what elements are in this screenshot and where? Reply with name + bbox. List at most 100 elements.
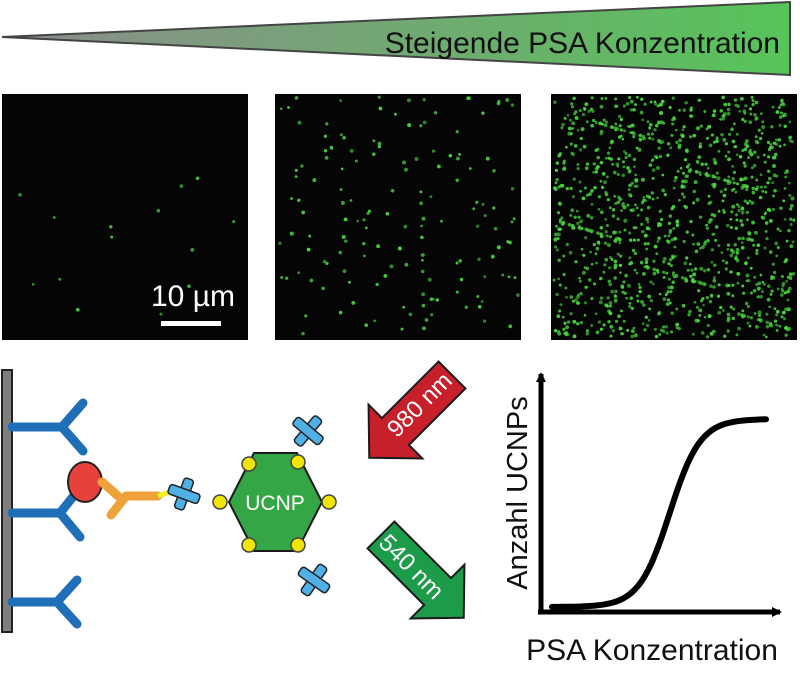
luminescent-particle-dot (483, 319, 487, 323)
luminescent-particle-dot (658, 154, 663, 159)
luminescent-particle-dot (573, 215, 577, 219)
micrograph-low-dots (18, 176, 236, 316)
luminescent-particle-dot (685, 230, 689, 234)
luminescent-particle-dot (744, 139, 749, 144)
luminescent-particle-dot (722, 193, 727, 198)
luminescent-particle-dot (633, 165, 636, 169)
luminescent-particle-dot (309, 278, 314, 283)
luminescent-particle-dot (698, 145, 703, 149)
luminescent-particle-dot (598, 300, 603, 305)
luminescent-particle-dot (703, 269, 707, 273)
luminescent-particle-dot (783, 307, 788, 312)
luminescent-particle-dot (667, 221, 672, 225)
luminescent-particle-dot (576, 163, 580, 166)
luminescent-particle-dot (611, 329, 616, 333)
luminescent-particle-dot (648, 307, 652, 311)
luminescent-particle-dot (618, 241, 622, 245)
luminescent-particle-dot (297, 120, 302, 125)
luminescent-particle-dot (579, 292, 583, 296)
luminescent-particle-dot (715, 139, 719, 143)
luminescent-particle-dot (571, 152, 575, 157)
luminescent-particle-dot (329, 145, 334, 150)
luminescent-particle-dot (743, 111, 747, 115)
luminescent-particle-dot (436, 164, 441, 169)
luminescent-particle-dot (681, 128, 685, 132)
luminescent-particle-dot (666, 142, 671, 146)
luminescent-particle-dot (690, 114, 694, 118)
luminescent-particle-dot (323, 134, 328, 138)
luminescent-particle-dot (724, 261, 729, 265)
luminescent-particle-dot (476, 294, 480, 299)
luminescent-particle-dot (404, 262, 409, 267)
luminescent-particle-dot (349, 199, 353, 202)
luminescent-particle-dot (653, 327, 657, 331)
luminescent-particle-dot (644, 260, 649, 265)
luminescent-particle-dot (768, 218, 773, 223)
luminescent-particle-dot (727, 150, 731, 154)
luminescent-particle-dot (651, 168, 656, 172)
luminescent-particle-dot (749, 112, 753, 116)
luminescent-particle-dot (653, 154, 658, 159)
luminescent-particle-dot (621, 332, 625, 336)
luminescent-particle-dot (578, 226, 583, 231)
luminescent-particle-dot (696, 242, 701, 246)
luminescent-particle-dot (651, 176, 655, 180)
luminescent-particle-dot (741, 284, 745, 288)
luminescent-particle-dot (475, 224, 480, 228)
luminescent-particle-dot (429, 195, 433, 199)
luminescent-particle-dot (675, 322, 680, 327)
luminescent-particle-dot (751, 186, 755, 191)
luminescent-particle-dot (394, 112, 397, 116)
luminescent-particle-dot (570, 102, 574, 106)
gradient-wedge (1, 0, 791, 77)
luminescent-particle-dot (702, 303, 705, 307)
luminescent-particle-dot (593, 185, 597, 190)
luminescent-particle-dot (681, 303, 686, 308)
luminescent-particle-dot (572, 319, 577, 324)
luminescent-particle-dot (776, 309, 780, 314)
luminescent-particle-dot (603, 241, 608, 245)
luminescent-particle-dot (608, 146, 612, 150)
detection-antibody (97, 477, 163, 520)
luminescent-particle-dot (666, 240, 671, 244)
luminescent-particle-dot (697, 289, 701, 293)
luminescent-particle-dot (664, 325, 669, 329)
luminescent-particle-dot (300, 164, 304, 168)
luminescent-particle-dot (340, 167, 344, 171)
luminescent-particle-dot (618, 230, 622, 234)
luminescent-particle-dot (645, 217, 649, 221)
luminescent-particle-dot (599, 226, 604, 230)
luminescent-particle-dot (630, 123, 635, 128)
luminescent-particle-dot (641, 118, 645, 122)
luminescent-particle-dot (614, 202, 618, 205)
luminescent-particle-dot (773, 189, 777, 193)
luminescent-particle-dot (726, 312, 731, 317)
luminescent-particle-dot (568, 118, 573, 122)
luminescent-particle-dot (608, 266, 611, 270)
luminescent-particle-dot (731, 294, 735, 298)
luminescent-particle-dot (779, 293, 784, 297)
luminescent-particle-dot (364, 323, 368, 327)
luminescent-particle-dot (590, 262, 594, 266)
luminescent-particle-dot (712, 157, 717, 162)
luminescent-particle-dot (668, 105, 672, 110)
luminescent-particle-dot (609, 324, 614, 329)
luminescent-particle-dot (616, 172, 620, 177)
luminescent-particle-dot (778, 324, 782, 328)
luminescent-particle-dot (673, 245, 677, 249)
luminescent-particle-dot (688, 167, 693, 172)
luminescent-particle-dot (747, 232, 752, 236)
luminescent-particle-dot (698, 308, 703, 313)
luminescent-particle-dot (613, 259, 618, 264)
luminescent-particle-dot (721, 199, 725, 203)
luminescent-particle-dot (620, 309, 623, 313)
luminescent-particle-dot (638, 137, 643, 142)
luminescent-particle-dot (775, 313, 779, 317)
luminescent-particle-dot (785, 289, 790, 294)
luminescent-particle-dot (680, 192, 685, 196)
luminescent-particle-dot (733, 98, 738, 102)
luminescent-particle-dot (232, 220, 236, 224)
capture-antibody (7, 575, 82, 629)
luminescent-particle-dot (566, 320, 571, 324)
luminescent-particle-dot (427, 277, 432, 282)
